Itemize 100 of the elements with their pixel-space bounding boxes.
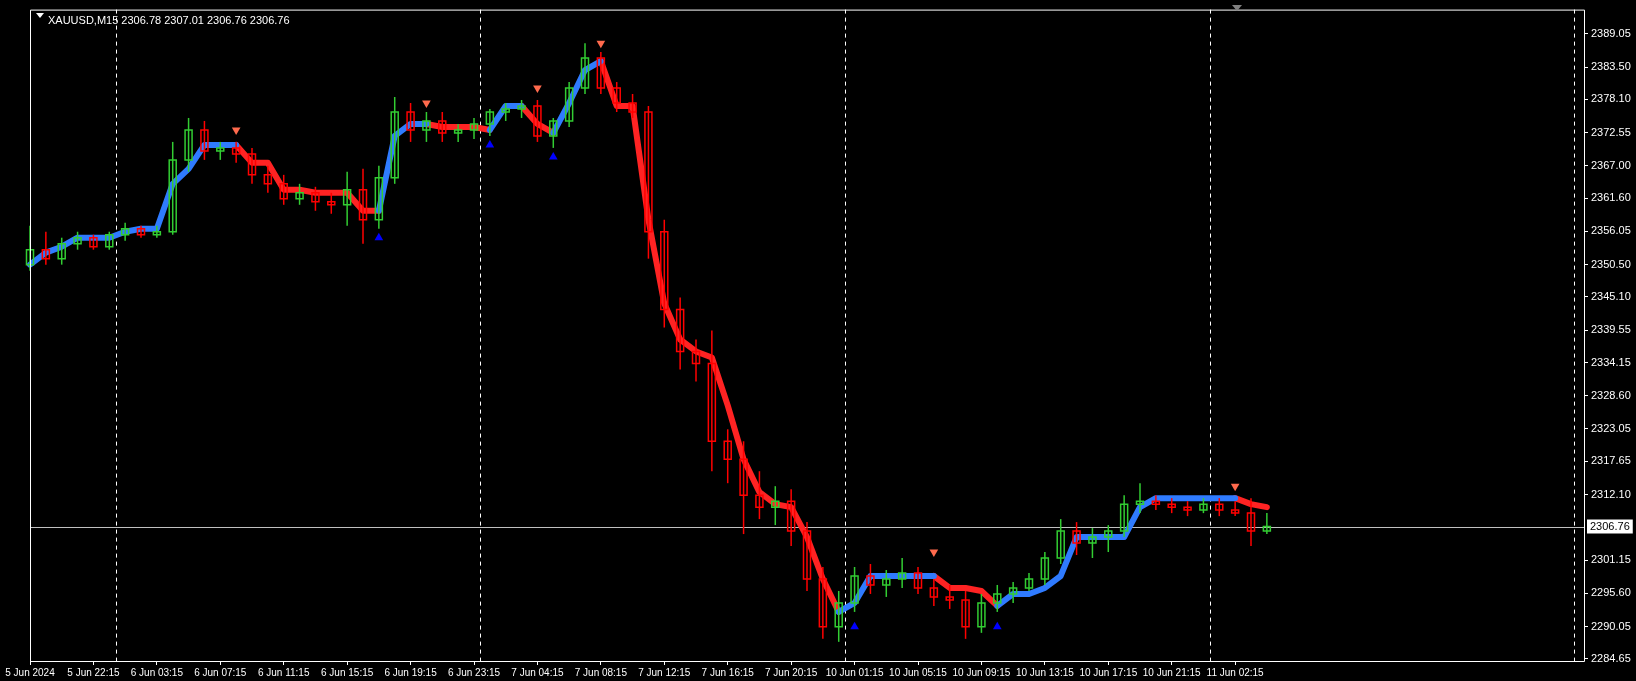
y-tick-label: 2350.50 xyxy=(1591,257,1631,270)
candlestick xyxy=(755,470,764,520)
candlestick xyxy=(834,590,843,643)
candlestick xyxy=(327,192,336,215)
x-tick-label: 6 Jun 11:15 xyxy=(257,666,310,678)
y-tick-label: 2389.05 xyxy=(1591,26,1631,39)
candlestick xyxy=(691,338,701,383)
candlestick xyxy=(1262,512,1272,535)
candlestick xyxy=(57,236,66,266)
candlestick xyxy=(549,117,558,149)
candlestick xyxy=(929,578,939,607)
candlestick xyxy=(644,105,653,260)
candlestick xyxy=(469,117,479,140)
candlestick xyxy=(485,108,495,137)
x-tick-label: 10 Jun 21:15 xyxy=(1142,666,1202,678)
point xyxy=(422,100,431,108)
x-tick-label: 6 Jun 07:15 xyxy=(194,666,247,678)
x-tick-label: 10 Jun 17:15 xyxy=(1079,666,1138,678)
candlestick xyxy=(723,428,732,484)
point xyxy=(850,621,859,630)
x-tick-label: 11 Jun 02:15 xyxy=(1206,666,1265,678)
candlestick xyxy=(945,584,954,610)
candlestick xyxy=(1119,494,1129,538)
candlestick xyxy=(675,296,685,371)
point xyxy=(374,232,384,241)
y-tick-label: 2372.55 xyxy=(1591,125,1631,138)
candlestick xyxy=(1135,482,1145,514)
candlestick xyxy=(1151,494,1161,511)
point xyxy=(992,621,1002,630)
x-tick-label: 7 Jun 20:15 xyxy=(765,666,818,678)
candlestick xyxy=(374,165,384,230)
y-tick-label: 2323.05 xyxy=(1591,422,1631,435)
y-tick-label: 2290.05 xyxy=(1591,619,1631,632)
candlestick xyxy=(564,81,574,128)
candlestick xyxy=(580,42,590,95)
y-tick-label: 2284.65 xyxy=(1591,651,1631,664)
candlestick xyxy=(1056,518,1065,565)
candlestick xyxy=(422,111,431,143)
candlestick xyxy=(866,563,875,595)
candlestick xyxy=(1024,572,1034,592)
x-tick-label: 7 Jun 04:15 xyxy=(511,666,564,678)
x-tick-label: 6 Jun 19:15 xyxy=(384,666,438,678)
candlestick xyxy=(913,566,923,595)
candlestick xyxy=(628,93,637,119)
candlestick xyxy=(311,186,320,212)
candlestick xyxy=(1072,521,1081,556)
y-tick-label: 2334.15 xyxy=(1591,355,1631,368)
y-tick-label: 2317.65 xyxy=(1591,454,1631,467)
candlestick xyxy=(1088,527,1097,559)
candlestick xyxy=(993,584,1002,613)
candlestick xyxy=(771,485,780,526)
candlestick xyxy=(1246,497,1256,547)
y-tick-label: 2383.50 xyxy=(1591,60,1631,73)
x-tick-label: 7 Jun 16:15 xyxy=(701,666,755,678)
x-tick-label: 10 Jun 09:15 xyxy=(952,666,1011,678)
candlestick xyxy=(263,165,273,194)
y-tick-label: 2295.60 xyxy=(1591,586,1631,599)
candlestick xyxy=(596,51,606,95)
y-tick-label: 2339.55 xyxy=(1591,323,1631,336)
candlestick xyxy=(231,141,241,164)
candlestick xyxy=(1104,524,1113,553)
candlestick xyxy=(342,171,352,227)
candlestick xyxy=(25,224,35,272)
candlestick xyxy=(786,488,796,547)
y-tick-label: 2356.05 xyxy=(1591,224,1631,237)
y-tick-label: 2367.00 xyxy=(1591,158,1631,171)
candlestick xyxy=(247,147,257,185)
x-tick-label: 10 Jun 13:15 xyxy=(1015,666,1075,678)
candlestick xyxy=(612,81,621,113)
x-tick-label: 6 Jun 03:15 xyxy=(130,666,184,678)
y-tick-label: 2312.10 xyxy=(1591,487,1631,500)
candlestick xyxy=(882,569,891,598)
x-tick-label: 5 Jun 2024 xyxy=(5,666,56,678)
candlestick xyxy=(120,221,130,242)
candlestick xyxy=(897,557,907,589)
x-tick-label: 6 Jun 23:15 xyxy=(447,666,501,678)
candlestick xyxy=(818,566,828,640)
y-tick-label: 2301.15 xyxy=(1591,553,1631,566)
candlestick xyxy=(1230,500,1240,517)
candlestick xyxy=(961,590,970,640)
candlestick xyxy=(850,566,859,613)
candlestick xyxy=(358,168,368,245)
candlestick xyxy=(152,224,162,239)
x-tick-label: 10 Jun 01:15 xyxy=(825,666,884,678)
candlestick xyxy=(660,219,669,329)
y-tick-label: 2345.10 xyxy=(1591,290,1631,303)
point xyxy=(1230,483,1240,492)
x-tick-label: 5 Jun 22:15 xyxy=(67,666,120,678)
candlestick xyxy=(739,440,748,535)
candlestick xyxy=(136,224,146,239)
ref-line-label: 2306.76 xyxy=(1590,519,1630,532)
candlestick xyxy=(390,96,399,185)
y-tick-label: 2361.60 xyxy=(1591,191,1631,204)
candlestick xyxy=(1008,581,1018,604)
candlestick xyxy=(533,99,542,143)
point xyxy=(596,40,606,49)
candlestick xyxy=(295,183,304,206)
y-tick-label: 2378.10 xyxy=(1591,92,1631,105)
candlestick xyxy=(453,123,463,143)
candlestick xyxy=(707,329,717,472)
